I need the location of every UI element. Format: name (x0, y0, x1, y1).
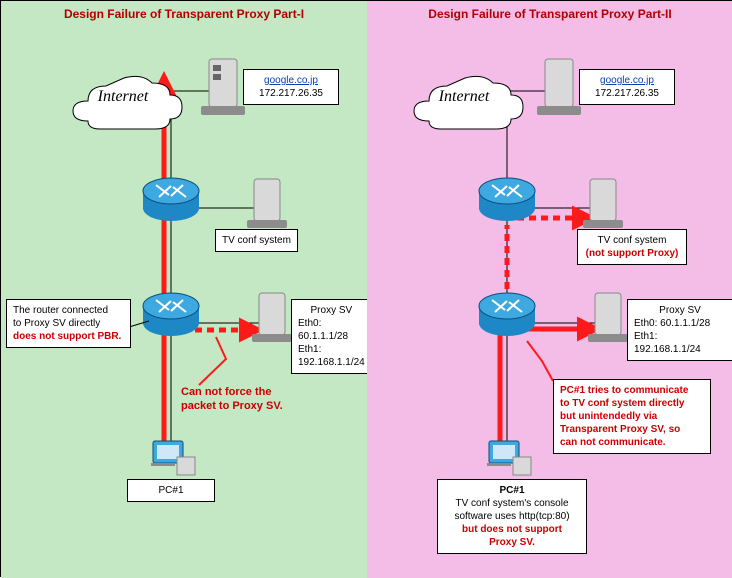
proxy-eth1: Eth1: 192.168.1.1/24 (298, 344, 365, 368)
callout-l4: Transparent Proxy SV, so (560, 424, 680, 435)
proxy-eth0-r: Eth0: 60.1.1.1/28 (634, 318, 710, 329)
router-2 (143, 293, 199, 336)
router-1 (143, 178, 199, 221)
google-ip: 172.217.26.35 (259, 88, 323, 99)
cannot-force-l2: packet to Proxy SV. (181, 400, 283, 412)
tvconf-text-r: TV conf system (598, 235, 667, 246)
diagram-container: Design Failure of Transparent Proxy Part… (0, 0, 732, 577)
pc-text: PC#1 (158, 485, 183, 496)
google-url: google.co.jp (264, 75, 318, 86)
proxy-eth0: Eth0: 60.1.1.1/28 (298, 318, 348, 342)
callout-l2: to TV conf system directly (560, 398, 684, 409)
internet-cloud: Internet (73, 76, 182, 129)
router-note: The router connected to Proxy SV directl… (6, 299, 131, 348)
proxy-title: Proxy SV (298, 304, 365, 317)
server-proxy-r (588, 293, 628, 342)
server-google (201, 59, 245, 115)
google-label: google.co.jp 172.217.26.35 (243, 69, 339, 105)
pc-l2: TV conf system's console (455, 498, 568, 509)
panel-part-1: Design Failure of Transparent Proxy Part… (1, 1, 367, 578)
pc-l5: Proxy SV. (489, 537, 535, 548)
google-label-r: google.co.jp 172.217.26.35 (579, 69, 675, 105)
callout-l3: but unintendedly via (560, 411, 657, 422)
internet-cloud-r: Internet (414, 76, 523, 129)
proxy-eth1-r: Eth1: 192.168.1.1/24 (634, 331, 701, 355)
pc-1 (151, 441, 195, 475)
google-url-r: google.co.jp (600, 75, 654, 86)
router-note-l2: to Proxy SV directly (13, 318, 100, 329)
tvconf-label-r: TV conf system (not support Proxy) (577, 229, 687, 265)
server-tvconf (247, 179, 287, 228)
router-1-r (479, 178, 535, 221)
router-2-r (479, 293, 535, 336)
proxy-title-r: Proxy SV (634, 304, 726, 317)
server-tv-r (583, 179, 623, 228)
proxy-label: Proxy SV Eth0: 60.1.1.1/28 Eth1: 192.168… (291, 299, 372, 374)
cannot-force-l1: Can not force the (181, 386, 271, 398)
pc-r (487, 441, 531, 475)
pc-label-r: PC#1 TV conf system's console software u… (437, 479, 587, 554)
pc-l3: software uses http(tcp:80) (454, 511, 569, 522)
callout-cannot-comm: PC#1 tries to communicate to TV conf sys… (553, 379, 711, 454)
svg-text:Internet: Internet (97, 88, 149, 105)
cannot-force-text: Can not force the packet to Proxy SV. (181, 385, 283, 414)
tvconf-text: TV conf system (222, 235, 291, 246)
server-google-r (537, 59, 581, 115)
pc-l1: PC#1 (499, 485, 524, 496)
pc-l4: but does not support (462, 524, 562, 535)
panel-part-2: Design Failure of Transparent Proxy Part… (367, 1, 732, 578)
proxy-label-r: Proxy SV Eth0: 60.1.1.1/28 Eth1: 192.168… (627, 299, 732, 361)
tvconf-label: TV conf system (215, 229, 298, 252)
svg-text:Internet: Internet (438, 88, 490, 105)
tvconf-note-r: (not support Proxy) (586, 248, 679, 259)
router-note-l1: The router connected (13, 305, 108, 316)
leader-callout-r (527, 341, 553, 381)
callout-l5: can not communicate. (560, 437, 666, 448)
pc-label: PC#1 (127, 479, 215, 502)
server-proxy (252, 293, 292, 342)
google-ip-r: 172.217.26.35 (595, 88, 659, 99)
leader-cannot-force (199, 337, 226, 385)
callout-l1: PC#1 tries to communicate (560, 385, 688, 396)
router-note-l3: does not support PBR. (13, 331, 121, 342)
